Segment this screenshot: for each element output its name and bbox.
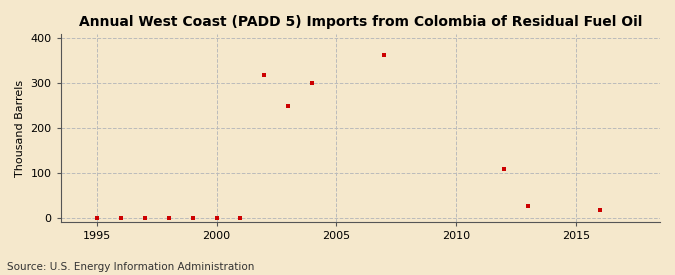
Title: Annual West Coast (PADD 5) Imports from Colombia of Residual Fuel Oil: Annual West Coast (PADD 5) Imports from … [79,15,642,29]
Text: Source: U.S. Energy Information Administration: Source: U.S. Energy Information Administ… [7,262,254,272]
Y-axis label: Thousand Barrels: Thousand Barrels [15,79,25,177]
